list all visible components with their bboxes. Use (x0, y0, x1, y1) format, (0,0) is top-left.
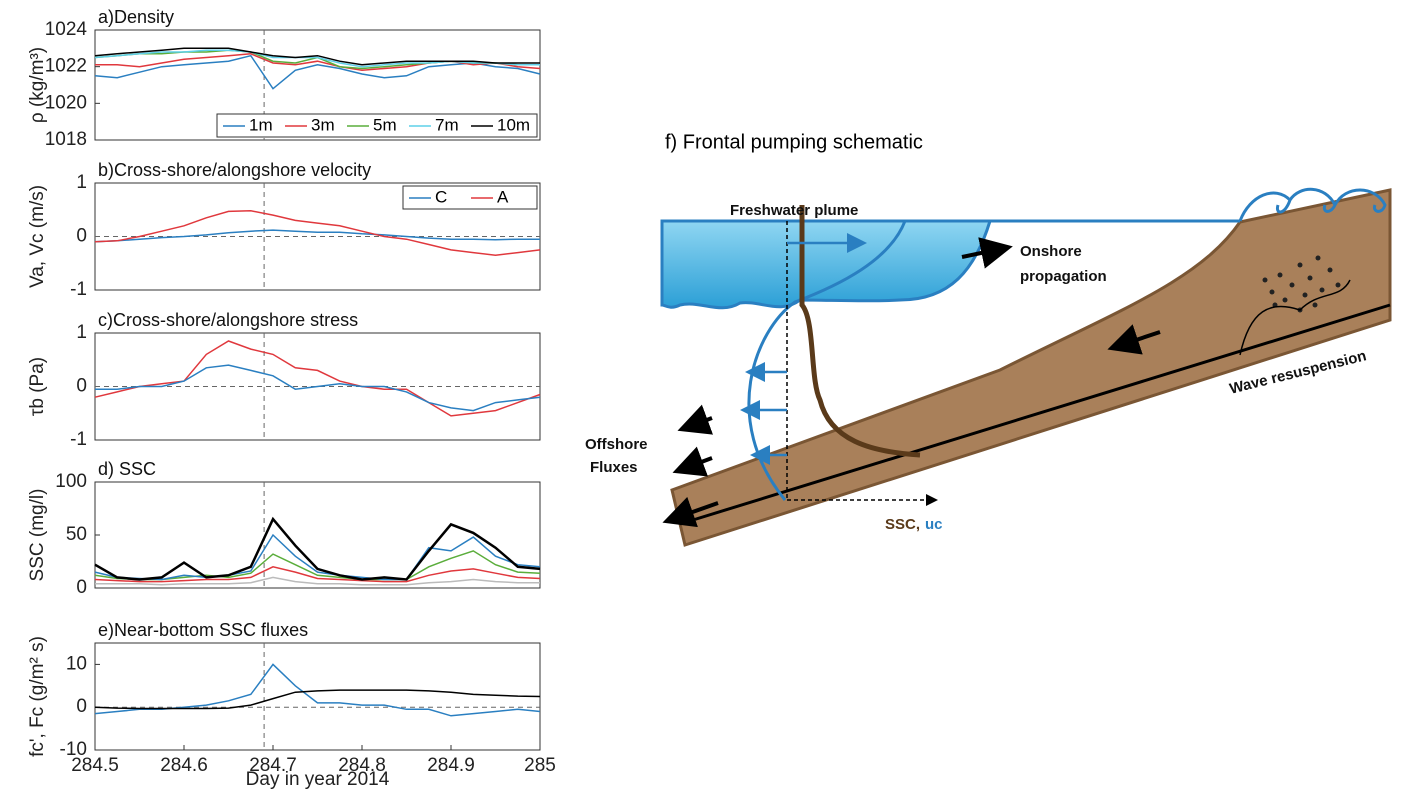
y-tick-label: 1 (76, 172, 87, 193)
y-tick-label: -10 (60, 739, 87, 760)
series-line (94, 210, 541, 256)
plot-area (94, 642, 541, 751)
y-tick-label: 1018 (45, 129, 87, 150)
y-tick-label: 0 (76, 696, 87, 717)
legend-box (216, 113, 538, 138)
plume (660, 219, 993, 310)
y-tick-label: 1024 (45, 19, 88, 40)
legend-label: 10m (497, 115, 530, 134)
panel-title: a)Density (98, 7, 174, 27)
velocity-arrows (740, 233, 867, 465)
series-line (94, 340, 541, 417)
x-tick-label: 284.9 (427, 755, 475, 776)
x-tick-label: 284.6 (160, 755, 208, 776)
legend-label: 7m (435, 115, 459, 134)
y-tick-label: 0 (76, 376, 87, 397)
y-tick-label: 50 (66, 524, 87, 545)
y-tick-label: 1 (76, 322, 87, 343)
y-tick-label: -1 (70, 429, 87, 450)
label: Onshore (1020, 243, 1082, 260)
y-axis-label: τb (Pa) (27, 357, 48, 416)
series-line (94, 516, 541, 581)
resuspension-path (1239, 279, 1351, 356)
x-tick-label: 284.7 (249, 755, 297, 776)
panel-title: e)Near-bottom SSC fluxes (98, 620, 308, 640)
y-axis-label: Va, Vc (m/s) (27, 185, 48, 288)
label: Freshwater plume (730, 202, 858, 219)
series-line (95, 576, 540, 586)
waves (1238, 187, 1387, 222)
series-line (94, 689, 541, 710)
series-line (94, 533, 541, 581)
series-line (94, 229, 540, 243)
panel-title: d) SSC (98, 459, 156, 479)
label: Offshore (585, 436, 648, 453)
legend-box (402, 185, 538, 210)
label: uc (925, 516, 943, 533)
y-axis-label: ρ (kg/m³) (27, 47, 48, 123)
ssc-profile (799, 205, 921, 458)
x-axis-label: Day in year 2014 (246, 769, 390, 790)
legend-label: A (497, 187, 509, 206)
label: Fluxes (590, 459, 638, 476)
legend-label: 5m (373, 115, 397, 134)
y-tick-label: 100 (55, 471, 87, 492)
x-tick-label: 285 (524, 755, 556, 776)
label: propagation (1020, 268, 1107, 285)
y-tick-label: 0 (76, 577, 87, 598)
panel-title: b)Cross-shore/alongshore velocity (98, 160, 371, 180)
series-line (95, 53, 541, 72)
schematic-title: f) Frontal pumping schematic (665, 131, 923, 153)
series-line (94, 566, 541, 583)
legend-label: 3m (311, 115, 335, 134)
y-tick-label: -1 (70, 279, 87, 300)
series-line (94, 47, 540, 66)
flux-arrows (662, 237, 1161, 528)
y-tick-label: 1022 (45, 56, 87, 77)
x-tick-label: 284.5 (71, 755, 119, 776)
schematic: f) Frontal pumping schematic Freshwater … (585, 131, 1392, 547)
bed-line (679, 303, 1391, 526)
legend-label: 1m (249, 115, 273, 134)
y-axis-label: SSC (mg/l) (27, 489, 48, 582)
y-axis-label: fc', Fc (g/m² s) (27, 636, 48, 757)
y-tick-label: 1020 (45, 92, 87, 113)
y-tick-label: 10 (66, 653, 87, 674)
series-line (95, 364, 541, 412)
series-line (94, 49, 540, 68)
velocity-profile (747, 220, 907, 501)
label: SSC, (885, 516, 920, 533)
legend-label: C (435, 187, 447, 206)
x-tick-label: 284.8 (338, 755, 386, 776)
panel-title: c)Cross-shore/alongshore stress (98, 310, 358, 330)
y-tick-label: 0 (76, 226, 87, 247)
